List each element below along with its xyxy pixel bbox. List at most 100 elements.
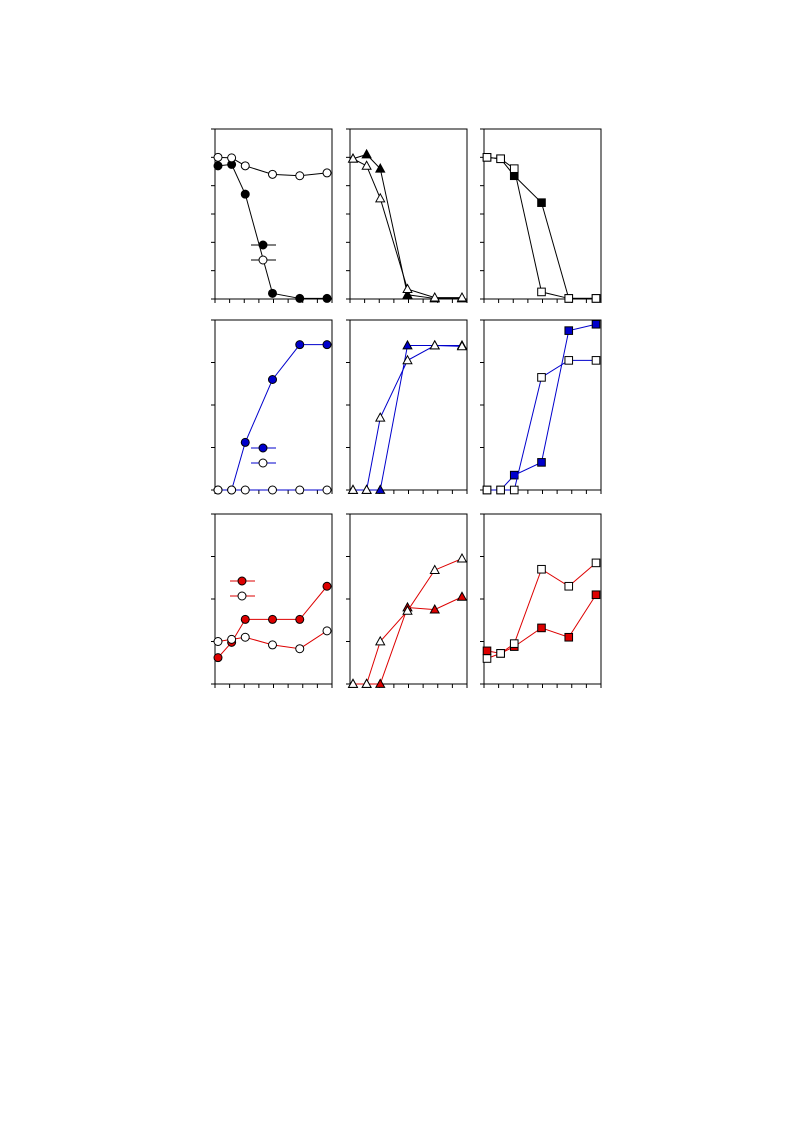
series-1-point <box>322 340 332 350</box>
series-2-point <box>456 552 468 563</box>
series-1-line <box>218 344 327 491</box>
plot-frame <box>483 513 602 685</box>
series-2-point <box>537 564 546 574</box>
series-1-point <box>268 288 277 298</box>
series-2-point <box>295 485 305 495</box>
series-1-point <box>213 161 223 171</box>
series-2-point <box>402 283 413 293</box>
series-2-point <box>509 639 519 648</box>
series-1-line <box>486 156 596 299</box>
series-1-point <box>268 614 277 624</box>
series-2-point <box>347 153 359 163</box>
series-2-point <box>268 169 277 179</box>
series-1-point <box>240 189 250 199</box>
series-2-point <box>429 291 440 302</box>
series-2-point <box>213 637 223 646</box>
series-1-point <box>322 581 332 591</box>
series-2-line <box>352 158 462 299</box>
series-2-point <box>375 635 386 646</box>
series-2-point <box>591 558 601 568</box>
series-2-point <box>361 484 372 494</box>
plot-frame <box>214 513 333 685</box>
series-1-point <box>429 603 440 614</box>
series-2-point <box>591 356 601 365</box>
series-2-point <box>295 644 305 654</box>
series-2-point <box>268 640 277 650</box>
series-1-point <box>240 614 250 624</box>
series-1-point <box>402 339 413 350</box>
series-1-point <box>564 326 574 335</box>
series-2-point <box>322 626 332 636</box>
legend-marker-2 <box>237 591 247 601</box>
series-1-point <box>375 163 386 173</box>
series-2-point <box>482 654 492 663</box>
series-1-point <box>295 614 305 624</box>
series-2-point <box>482 153 492 162</box>
series-2-point <box>496 649 505 658</box>
series-2-point <box>564 294 574 303</box>
series-2-point <box>564 581 574 591</box>
series-1-point <box>322 293 332 303</box>
series-2-point <box>537 373 546 382</box>
series-2-point <box>496 485 505 495</box>
panel-1-2 <box>346 128 468 303</box>
series-2-point <box>322 168 332 178</box>
legend-marker-2 <box>258 458 268 468</box>
series-1-line <box>353 345 462 491</box>
legend-marker-1 <box>237 576 247 586</box>
series-2-point <box>496 154 505 164</box>
panel-2-3 <box>480 319 602 495</box>
panel-1-3 <box>480 128 602 303</box>
series-2-point <box>240 485 250 495</box>
series-2-point <box>227 634 237 644</box>
plot-frame <box>349 513 468 685</box>
series-2-point <box>482 485 492 495</box>
panel-3-1 <box>211 513 333 688</box>
panel-3-2 <box>346 513 468 688</box>
series-2-point <box>240 161 250 171</box>
series-1-point <box>482 646 492 656</box>
series-2-point <box>213 152 223 162</box>
series-1-point <box>213 653 223 663</box>
series-2-line <box>353 558 463 685</box>
series-1-point <box>591 319 601 329</box>
series-2-point <box>456 291 468 302</box>
series-1-point <box>537 458 546 467</box>
series-1-point <box>295 293 305 303</box>
panel-2-2 <box>346 319 468 494</box>
series-1-point <box>375 678 386 688</box>
series-1-point <box>591 590 601 600</box>
series-2-point <box>213 485 223 495</box>
series-2-point <box>322 485 332 495</box>
panel-2-1 <box>211 319 333 495</box>
series-2-point <box>402 605 413 615</box>
series-2-point <box>347 484 359 494</box>
series-2-point <box>564 356 574 365</box>
series-2-point <box>227 485 237 495</box>
series-2-line <box>486 156 596 299</box>
series-1-point <box>295 340 305 350</box>
series-2-point <box>375 412 386 422</box>
series-2-point <box>240 632 250 642</box>
series-1-line <box>217 163 327 299</box>
series-2-line <box>486 562 597 659</box>
series-2-point <box>429 339 440 350</box>
series-1-line <box>352 153 462 299</box>
series-2-line <box>353 344 463 491</box>
series-2-point <box>402 354 413 365</box>
series-1-point <box>564 632 574 642</box>
series-2-point <box>429 564 440 574</box>
series-2-point <box>295 171 305 181</box>
series-2-point <box>268 485 277 495</box>
legend-marker-1 <box>258 443 268 453</box>
legend-marker-2 <box>258 255 268 265</box>
series-2-point <box>361 678 372 688</box>
series-2-point <box>227 153 237 163</box>
series-2-point <box>591 294 601 303</box>
series-2-point <box>361 160 372 170</box>
series-2-point <box>537 287 546 297</box>
series-1-point <box>268 375 277 384</box>
legend-marker-1 <box>258 240 268 250</box>
series-1-point <box>537 198 546 207</box>
